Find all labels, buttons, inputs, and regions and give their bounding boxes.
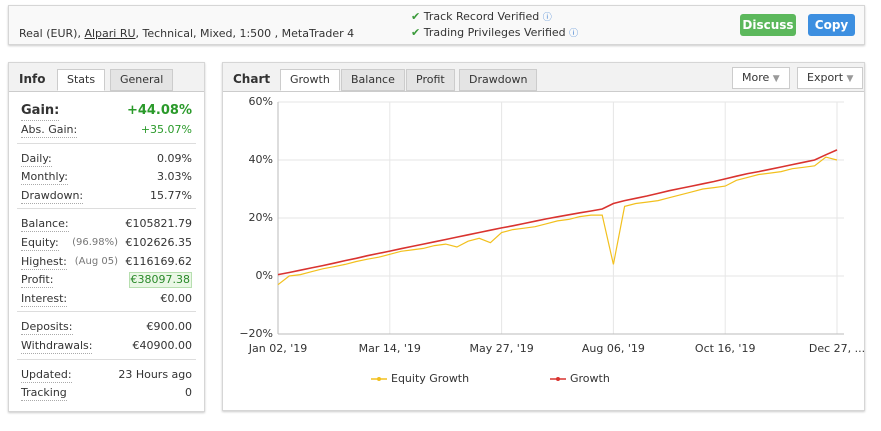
stat-label: Monthly: bbox=[21, 170, 68, 186]
x-tick-label: Aug 06, '19 bbox=[582, 342, 645, 355]
stat-label: Abs. Gain: bbox=[21, 123, 78, 138]
divider bbox=[17, 142, 196, 144]
legend-marker bbox=[556, 377, 560, 381]
tab[interactable]: Drawdown bbox=[459, 69, 538, 91]
y-tick-label: 20% bbox=[249, 211, 273, 224]
stat-label: Tracking bbox=[21, 386, 67, 402]
stat-label: Drawdown: bbox=[21, 188, 84, 204]
chart-label: Chart bbox=[233, 72, 271, 86]
x-tick-label: May 27, '19 bbox=[469, 342, 533, 355]
stat-value: 15.77% bbox=[150, 188, 192, 202]
x-tick-label: Jan 02, '19 bbox=[248, 342, 307, 355]
stat-row: Monthly: 3.03% bbox=[21, 168, 192, 186]
x-tick-label: Oct 16, '19 bbox=[695, 342, 756, 355]
tab[interactable]: Stats bbox=[57, 69, 106, 91]
stat-value: 3.03% bbox=[157, 170, 192, 184]
stat-value: €0.00 bbox=[160, 291, 193, 305]
stat-row: Tracking 0 bbox=[21, 384, 192, 402]
verification-text: Trading Privileges Verified bbox=[423, 26, 566, 39]
stat-value: 0.09% bbox=[157, 151, 192, 165]
stat-label: Updated: bbox=[21, 367, 72, 383]
legend-marker bbox=[377, 377, 381, 381]
menu-text: More bbox=[742, 71, 770, 84]
stat-label: Interest: bbox=[21, 291, 68, 307]
stat-label: Highest: bbox=[21, 254, 67, 270]
stat-label: Equity: bbox=[21, 236, 59, 251]
legend-label: Growth bbox=[570, 372, 610, 385]
stat-row: Profit: €38097.38 bbox=[21, 271, 192, 289]
copy-button[interactable]: Copy bbox=[808, 14, 855, 36]
stat-value: 23 Hours ago bbox=[118, 367, 192, 381]
stat-row: Deposits: €900.00 bbox=[21, 318, 192, 336]
tab[interactable]: Growth bbox=[280, 69, 340, 91]
stat-row: Withdrawals: €40900.00 bbox=[21, 337, 192, 355]
account-prefix: Real (EUR), bbox=[19, 27, 81, 40]
stat-label: Gain: bbox=[21, 102, 60, 121]
broker-link[interactable]: Alpari RU bbox=[84, 27, 136, 40]
x-tick-label: Dec 27, ... bbox=[809, 342, 864, 355]
stat-row: Abs. Gain: +35.07% bbox=[21, 121, 192, 139]
y-tick-label: 0% bbox=[256, 269, 273, 282]
y-tick-label: 60% bbox=[249, 95, 273, 108]
stat-label: Profit: bbox=[21, 273, 54, 289]
verification: ✔ Track Record Verified ⓘ bbox=[411, 10, 552, 23]
stat-value: €116169.62 bbox=[125, 254, 192, 268]
y-tick-label: 40% bbox=[249, 153, 273, 166]
stat-note: (Aug 05) bbox=[74, 255, 118, 267]
divider bbox=[17, 358, 196, 360]
stat-row: Equity: (96.98%) €102626.35 bbox=[21, 234, 192, 252]
tab[interactable]: Balance bbox=[341, 69, 405, 91]
stat-value: €38097.38 bbox=[128, 272, 192, 289]
stat-label: Deposits: bbox=[21, 320, 73, 336]
account-info: Real (EUR), Alpari RU, Technical, Mixed,… bbox=[19, 27, 354, 40]
stat-row: Updated: 23 Hours ago bbox=[21, 366, 192, 384]
stat-label: Withdrawals: bbox=[21, 339, 93, 354]
series-line bbox=[277, 156, 838, 286]
info-label: Info bbox=[19, 72, 46, 86]
y-tick-label: −20% bbox=[239, 327, 273, 340]
stat-row: Balance: €105821.79 bbox=[21, 215, 192, 233]
info-panel: Info Stats General Gain: +44.08% Abs. Gain… bbox=[8, 62, 205, 412]
divider bbox=[17, 311, 196, 313]
stat-row: Gain: +44.08% bbox=[21, 100, 192, 122]
tab[interactable]: Profit bbox=[406, 69, 455, 91]
header: Real (EUR), Alpari RU, Technical, Mixed,… bbox=[8, 5, 865, 45]
verification: ✔ Trading Privileges Verified ⓘ bbox=[411, 26, 579, 39]
stat-value: +44.08% bbox=[126, 103, 192, 118]
stat-label: Daily: bbox=[21, 151, 52, 167]
chart: −20% 0% 20% 40% 60% Jan 02, '19 Mar 14, '19 May… bbox=[239, 95, 864, 385]
legend-label: Equity Growth bbox=[391, 372, 469, 385]
stat-label: Balance: bbox=[21, 217, 69, 233]
series-line bbox=[277, 149, 838, 276]
chart-panel: Chart Growth Balance Profit Drawdown Mor… bbox=[222, 62, 865, 411]
x-tick-label: Mar 14, '19 bbox=[359, 342, 421, 355]
export-menu[interactable]: Export ▼ bbox=[797, 67, 864, 89]
stat-value: €40900.00 bbox=[132, 339, 193, 352]
stat-note: (96.98%) bbox=[72, 237, 118, 248]
verification-text: Track Record Verified bbox=[423, 10, 540, 23]
menu-text: Export bbox=[807, 71, 844, 84]
tab[interactable]: General bbox=[110, 69, 174, 91]
discuss-button[interactable]: Discuss bbox=[740, 14, 796, 36]
stat-value: 0 bbox=[185, 386, 192, 400]
stat-row: Daily: 0.09% bbox=[21, 150, 192, 168]
stat-row: Interest: €0.00 bbox=[21, 290, 192, 308]
stat-row: Drawdown: 15.77% bbox=[21, 187, 192, 205]
stat-value: +35.07% bbox=[140, 123, 192, 136]
stat-row: Highest: (Aug 05) €116169.62 bbox=[21, 253, 192, 271]
account-suffix: , Technical, Mixed, 1:500 , MetaTrader 4 bbox=[135, 27, 355, 40]
stat-value: €105821.79 bbox=[125, 217, 192, 231]
divider bbox=[17, 208, 196, 210]
stat-value: €102626.35 bbox=[125, 236, 192, 249]
more-menu[interactable]: More ▼ bbox=[732, 67, 790, 89]
stat-value: €900.00 bbox=[146, 320, 193, 334]
